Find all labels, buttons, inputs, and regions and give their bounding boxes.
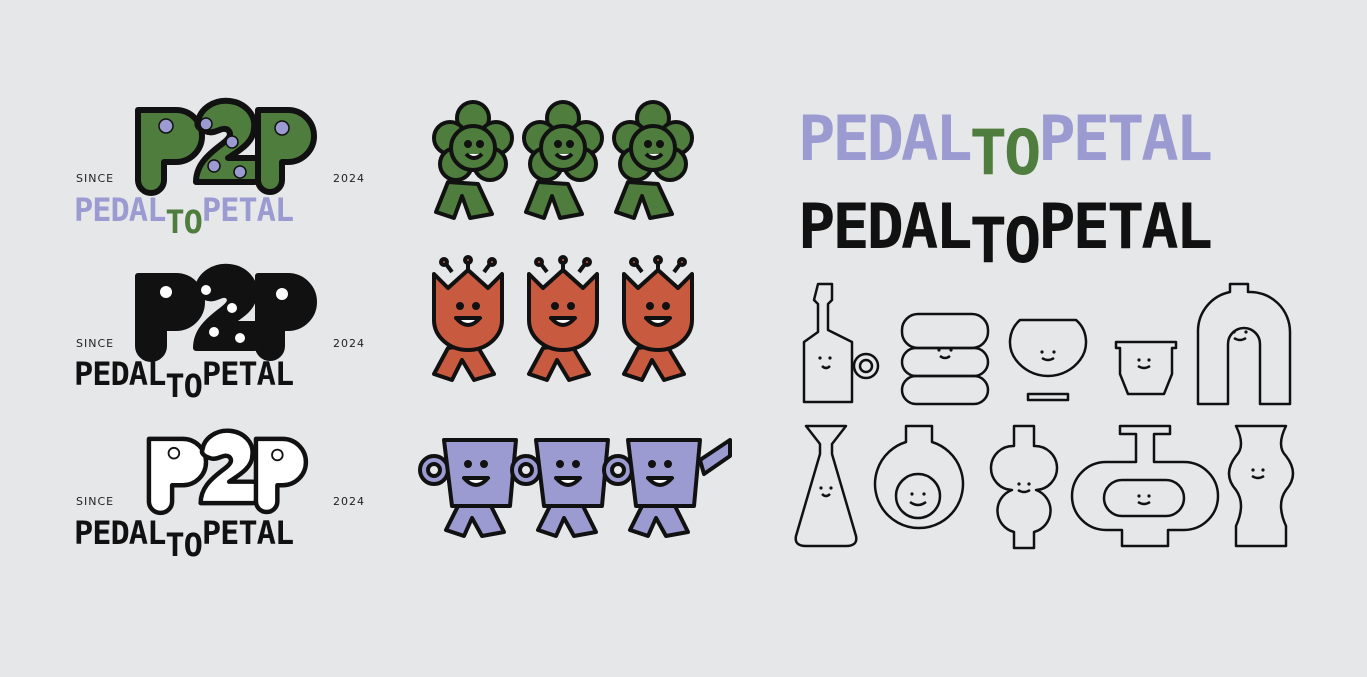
wordmark-mid: TO (165, 203, 203, 241)
walking-flower-icon-row (432, 100, 694, 220)
wordmark-black-large: PEDALTOPETAL (798, 196, 1213, 272)
vase-icon (1008, 318, 1088, 402)
wordmark-mid: TO (165, 526, 203, 564)
vase-icon (1227, 424, 1295, 548)
wordmark-left: PEDAL (74, 514, 166, 552)
wordmark-left: PEDAL (74, 355, 166, 393)
vase-icon (794, 424, 858, 548)
p2p-monogram-black (135, 263, 317, 362)
wordmark-right: PETAL (201, 514, 294, 552)
vase-icon-grid (794, 282, 1295, 550)
vase-icon (989, 424, 1059, 550)
year-label: 2024 (333, 172, 365, 185)
year-label: 2024 (333, 495, 365, 508)
wordmark-mid: TO (969, 204, 1042, 277)
wordmark-mid: TO (969, 116, 1042, 189)
vase-icon (1070, 424, 1220, 548)
wordmark-left: PEDAL (74, 191, 166, 229)
vase-icon (900, 312, 990, 406)
walking-teapot-icon-row (418, 438, 732, 538)
vase-icon (1114, 340, 1178, 396)
vase-icon (873, 424, 965, 530)
wordmark-left: PEDAL (798, 190, 973, 263)
vase-icon (802, 282, 880, 404)
year-label: 2024 (333, 337, 365, 350)
vase-icon (1196, 282, 1292, 406)
p2p-monogram-outline (146, 428, 309, 516)
since-label: SINCE (76, 172, 115, 185)
p2p-monogram-green (135, 97, 317, 196)
walking-tulip-icon-row (432, 255, 694, 382)
wordmark-mid: TO (165, 367, 203, 405)
since-label: SINCE (76, 337, 115, 350)
since-label: SINCE (76, 495, 115, 508)
wordmark-right: PETAL (201, 191, 294, 229)
wordmark-right: PETAL (201, 355, 294, 393)
wordmark-lavender-large: PEDALTOPETAL (798, 108, 1213, 184)
wordmark-right: PETAL (1038, 190, 1213, 263)
wordmark-left: PEDAL (798, 102, 973, 175)
wordmark-black-small: PEDALTOPETAL (74, 514, 294, 561)
wordmark-right: PETAL (1038, 102, 1213, 175)
wordmark-lavender: PEDALTOPETAL (74, 191, 294, 238)
wordmark-black: PEDALTOPETAL (74, 355, 294, 402)
